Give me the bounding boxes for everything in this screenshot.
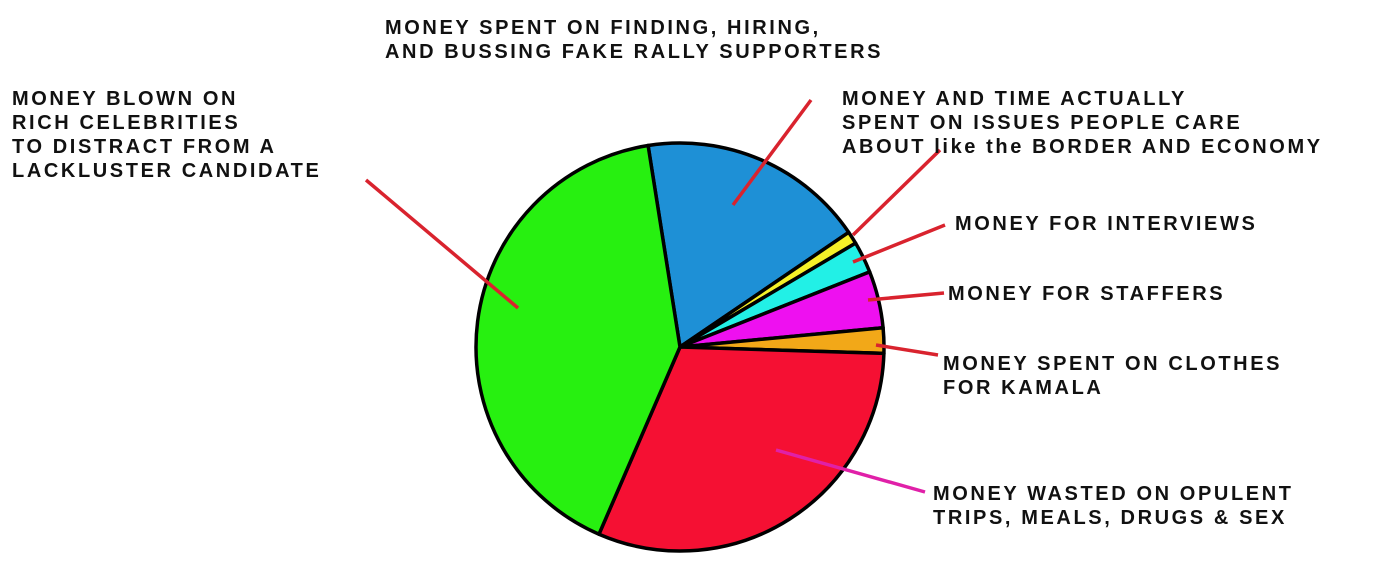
pie-slice-fake-rally: [646, 141, 851, 349]
pie-slice-celebrities: [474, 143, 682, 536]
pie-slice-opulent-trips: [597, 345, 886, 553]
label-opulent-trips: MONEY WASTED ON OPULENT TRIPS, MEALS, DR…: [933, 483, 1294, 529]
leader-line-real-issues: [851, 148, 942, 237]
label-fake-rally-supporters: MONEY SPENT ON FINDING, HIRING, AND BUSS…: [385, 17, 884, 63]
label-celebrities: MONEY BLOWN ON RICH CELEBRITIES TO DISTR…: [12, 88, 322, 182]
leader-line-opulent-trips: [775, 448, 926, 494]
leader-line-staffers: [867, 291, 945, 302]
leader-line-fake-rally: [731, 98, 813, 207]
leader-line-interviews: [852, 223, 946, 264]
label-clothes: MONEY SPENT ON CLOTHES FOR KAMALA: [943, 353, 1283, 399]
leader-line-celebrities: [364, 178, 520, 310]
label-staffers: MONEY FOR STAFFERS: [948, 283, 1226, 305]
label-real-issues: MONEY AND TIME ACTUALLY SPENT ON ISSUES …: [842, 88, 1323, 158]
leader-line-clothes: [875, 343, 939, 357]
label-interviews: MONEY FOR INTERVIEWS: [955, 213, 1258, 235]
